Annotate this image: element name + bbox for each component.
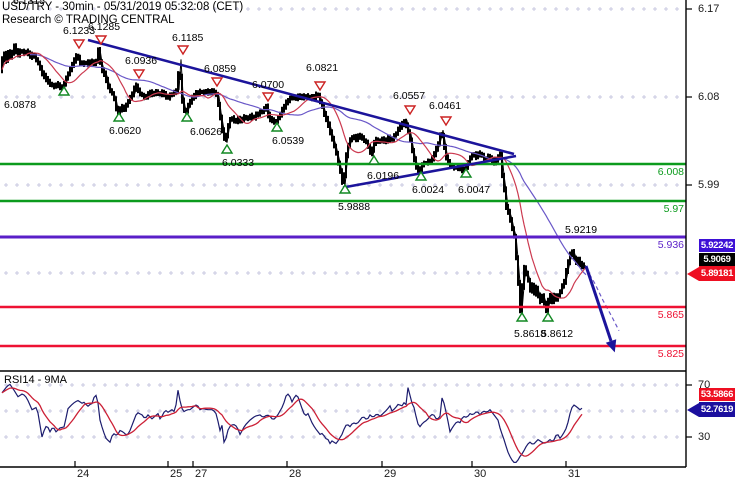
- rsi-tag-last-value: 52.7619: [700, 404, 734, 415]
- forecast-arrow: [584, 265, 613, 342]
- rsi-panel-title: RSI14 - 9MA: [4, 374, 67, 386]
- swing-high-triangle-icon: [210, 77, 224, 88]
- rsi-ma-line: [1, 387, 583, 457]
- swing-low-triangle-icon: [220, 143, 234, 154]
- swing-label-6.1185: 6.1185: [172, 32, 204, 44]
- swing-low-triangle-icon: [112, 111, 126, 122]
- swing-label-6.1233: 6.1233: [63, 25, 96, 37]
- price-tag-pivot: 5.92242: [699, 239, 735, 252]
- swing-label-6.0700: 6.0700: [252, 79, 285, 91]
- swing-high-triangle-icon: [439, 116, 453, 127]
- price-line: [1, 45, 587, 312]
- swing-label-6.0821: 6.0821: [306, 62, 339, 74]
- trendline-resistance: [87, 38, 515, 156]
- level-label-5.865: 5.865: [657, 309, 684, 321]
- price-tag-support: 5.89181: [687, 266, 735, 281]
- swing-label-6.0859: 6.0859: [204, 63, 237, 75]
- level-label-5.936: 5.936: [657, 239, 684, 251]
- swing-label-6.0539: 6.0539: [272, 135, 305, 147]
- x-axis-tick-label-29: 29: [384, 468, 397, 480]
- swing-label-6.0878: 6.0878: [4, 99, 37, 111]
- swing-label-6.0333: 6.0333: [222, 157, 255, 169]
- swing-label-5.9219: 5.9219: [565, 224, 598, 236]
- main-panel: [1, 43, 620, 331]
- level-label-6.008: 6.008: [657, 166, 684, 178]
- swing-low-triangle-icon: [270, 121, 284, 132]
- rsi-line: [1, 383, 583, 463]
- rsi-pointer-arrow-icon: [687, 402, 699, 417]
- x-axis-tick-label-31: 31: [568, 468, 581, 480]
- price-pointer-arrow-icon: [687, 266, 699, 281]
- swing-label-5.8612: 5.8612: [541, 328, 574, 340]
- ma-fast: [1, 52, 587, 299]
- forecast-arrowhead-icon: [605, 339, 617, 353]
- price-tag-support-value: 5.89181: [700, 268, 734, 279]
- swing-high-triangle-icon: [403, 105, 417, 116]
- swing-label-6.0557: 6.0557: [393, 90, 426, 102]
- y-axis-tick-label-6.08: 6.08: [698, 91, 720, 103]
- swing-low-triangle-icon: [515, 311, 529, 322]
- ma-slow-projection: [585, 267, 620, 331]
- trendline-support: [342, 154, 517, 189]
- swing-low-triangle-icon: [57, 85, 71, 96]
- y-axis-tick-label-5.99: 5.99: [698, 179, 720, 191]
- swing-low-triangle-icon: [459, 167, 473, 178]
- swing-label-6.0047: 6.0047: [458, 184, 491, 196]
- chart-copyright: Research © TRADING CENTRAL: [2, 14, 175, 26]
- swing-low-triangle-icon: [367, 154, 381, 165]
- swing-high-triangle-icon: [94, 35, 108, 46]
- swing-label-6.0024: 6.0024: [412, 184, 445, 196]
- swing-label-5.9888: 5.9888: [338, 201, 371, 213]
- rsi-panel: [1, 383, 583, 463]
- swing-label-6.0936: 6.0936: [125, 55, 158, 67]
- swing-low-triangle-icon: [338, 183, 352, 194]
- swing-low-triangle-icon: [541, 311, 555, 322]
- rsi-tag-ma: 53.5866: [699, 388, 735, 401]
- x-axis-tick-label-25: 25: [170, 468, 183, 480]
- swing-high-triangle-icon: [176, 45, 190, 56]
- swing-low-triangle-icon: [414, 170, 428, 181]
- level-label-5.97: 5.97: [663, 203, 684, 215]
- swing-high-triangle-icon: [132, 69, 146, 80]
- x-axis-tick-label-27: 27: [195, 468, 208, 480]
- swing-low-triangle-icon: [180, 111, 194, 122]
- level-label-5.825: 5.825: [657, 348, 684, 360]
- y-axis-tick-label-30: 30: [698, 431, 711, 443]
- swing-label-6.0620: 6.0620: [109, 125, 142, 137]
- x-axis-tick-label-30: 30: [474, 468, 487, 480]
- swing-high-triangle-icon: [72, 39, 86, 50]
- price-tag-last: 5.9069: [699, 253, 735, 266]
- swing-high-triangle-icon: [313, 81, 327, 92]
- x-axis-tick-label-24: 24: [77, 468, 90, 480]
- swing-high-triangle-icon: [261, 92, 275, 103]
- rsi-tag-last: 52.7619: [687, 402, 735, 417]
- swing-label-6.0461: 6.0461: [429, 100, 462, 112]
- x-axis-tick-label-28: 28: [289, 468, 302, 480]
- swing-label-6.1285: 6.1285: [88, 21, 121, 33]
- swing-label-clipped: 6.1315: [13, 0, 46, 7]
- swing-label-6.0626: 6.0626: [190, 126, 223, 138]
- swing-label-5.8618: 5.8618: [514, 328, 547, 340]
- y-axis-tick-label-6.17: 6.17: [698, 3, 720, 15]
- chart-title: USD/TRY - 30min - 05/31/2019 05:32:08 (C…: [2, 1, 244, 13]
- swing-label-6.0196: 6.0196: [367, 170, 400, 182]
